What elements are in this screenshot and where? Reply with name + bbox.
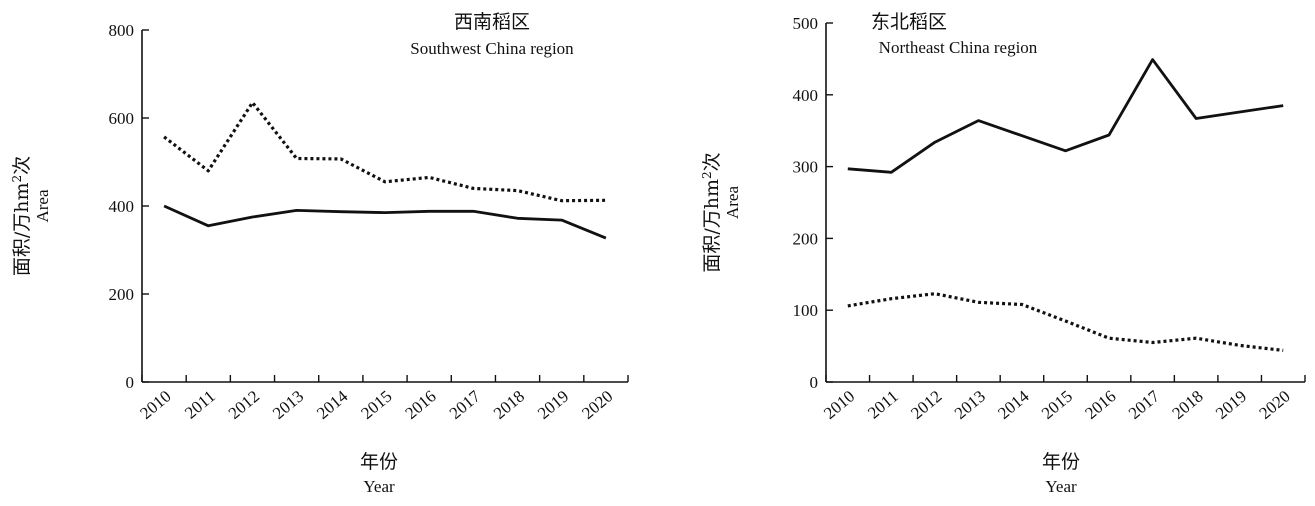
northeast-chart-panel: 0 100 200 300 400 500 2010 2011 2012 2013 2014 2015… — [700, 11, 1306, 496]
y-tick-label: 0 — [810, 373, 819, 392]
y-axis-title: 面积/万hm2次 — [10, 156, 33, 276]
y-tick-label: 100 — [793, 301, 819, 320]
x-tick-label: 2016 — [401, 387, 439, 423]
x-tick-label: 2014 — [313, 386, 352, 423]
panel-title: 东北稻区 — [871, 11, 947, 33]
x-tick-label: 2017 — [1125, 386, 1164, 423]
x-tick-label: 2011 — [181, 387, 219, 423]
x-tick-label: 2017 — [446, 386, 485, 423]
y-tick-label: 400 — [793, 86, 819, 105]
panel-title: 西南稻区 — [454, 11, 530, 33]
solid-series-line — [163, 204, 607, 240]
panel-subtitle: Southwest China region — [410, 39, 574, 58]
x-tick-label: 2013 — [951, 387, 989, 423]
x-tick-label: 2015 — [1038, 387, 1076, 423]
x-tick-label: 2020 — [578, 387, 616, 423]
dotted-series-line — [163, 100, 606, 203]
y-tick-label: 400 — [109, 197, 135, 216]
x-tick-label: 2019 — [534, 387, 572, 423]
y-tick-label: 0 — [126, 373, 135, 392]
y-axis-title-en: Area — [723, 186, 742, 219]
y-tick-label: 200 — [793, 229, 819, 248]
solid-series-line — [847, 58, 1284, 174]
x-axis-title: 年份 — [1042, 451, 1080, 473]
x-tick-label: 2018 — [1168, 387, 1206, 423]
x-tick-label: 2012 — [907, 387, 945, 423]
x-tick-label: 2010 — [820, 387, 858, 423]
y-axis-title-unit: 次 — [701, 152, 723, 171]
y-tick-label: 200 — [109, 285, 135, 304]
y-tick-label: 800 — [109, 21, 135, 40]
x-tick-label: 2019 — [1212, 387, 1250, 423]
x-tick-label: 2018 — [490, 387, 528, 423]
y-axis-title-en: Area — [33, 189, 52, 222]
x-tick-label: 2020 — [1256, 387, 1294, 423]
y-tick-label: 300 — [793, 158, 819, 177]
y-axis-title-superscript: 2 — [700, 171, 714, 179]
x-axis-title-en: Year — [1045, 477, 1077, 496]
y-axis-title-unit: 次 — [11, 156, 33, 175]
y-tick-label: 500 — [793, 14, 819, 33]
x-tick-label: 2012 — [225, 387, 263, 423]
x-tick-label: 2010 — [136, 387, 174, 423]
panel-subtitle: Northeast China region — [879, 38, 1038, 57]
y-axis-title-superscript: 2 — [10, 175, 24, 183]
x-tick-label: 2013 — [269, 387, 307, 423]
y-axis-title-text: 面积/万hm — [11, 183, 33, 277]
x-axis-title: 年份 — [360, 451, 398, 473]
x-tick-label: 2014 — [994, 386, 1033, 423]
y-axis-title: 面积/万hm2次 — [700, 152, 723, 272]
x-tick-label: 2011 — [864, 387, 902, 423]
y-axis-title-text: 面积/万hm — [701, 179, 723, 273]
x-tick-label: 2016 — [1081, 387, 1119, 423]
x-tick-label: 2015 — [357, 387, 395, 423]
dotted-series-line — [847, 292, 1284, 352]
y-tick-label: 600 — [109, 109, 135, 128]
x-axis-title-en: Year — [363, 477, 395, 496]
